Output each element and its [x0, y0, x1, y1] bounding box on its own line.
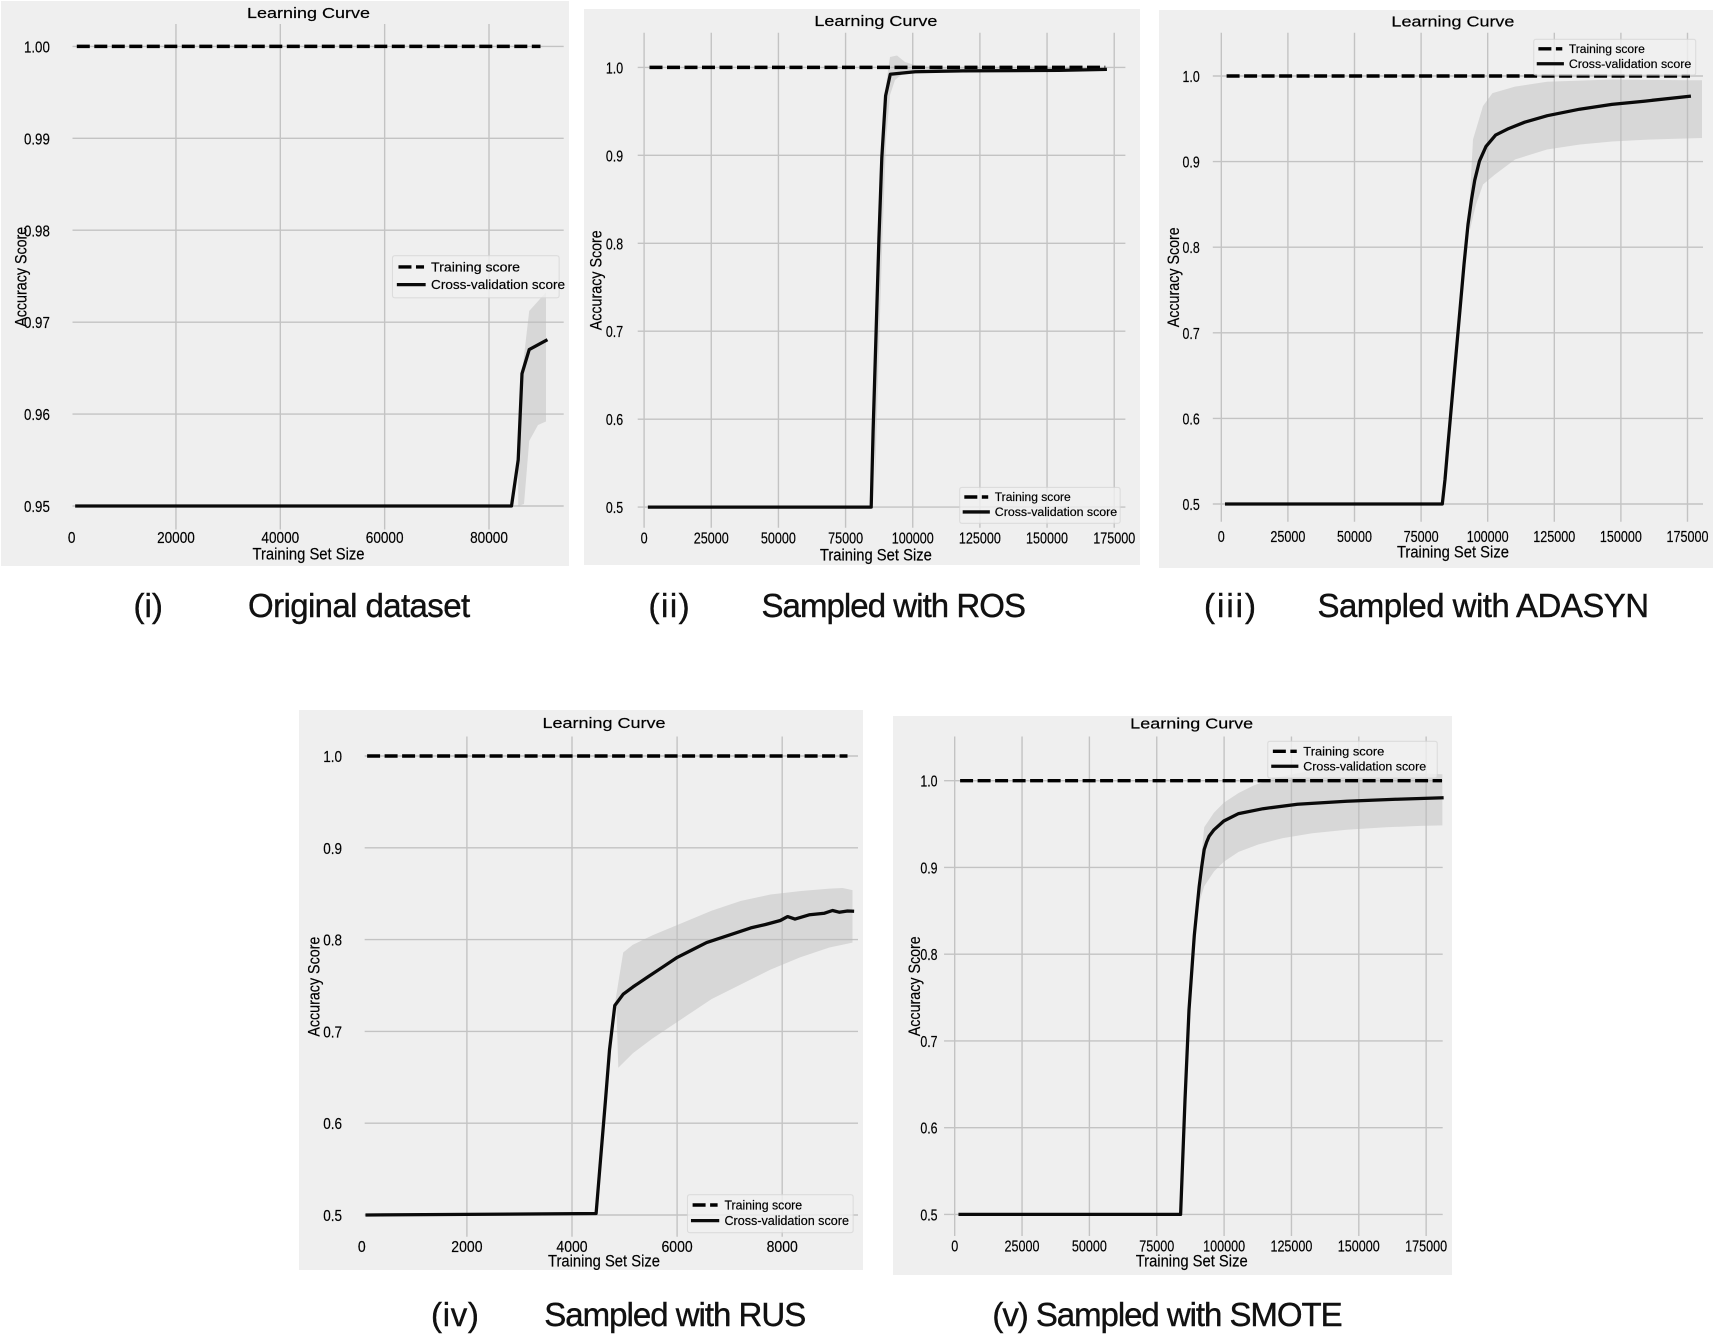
svg-text:Learning Curve: Learning Curve [543, 715, 666, 732]
svg-text:25000: 25000 [694, 531, 729, 548]
svg-text:0.5: 0.5 [920, 1207, 937, 1224]
svg-text:0.5: 0.5 [606, 500, 623, 517]
svg-text:0.7: 0.7 [606, 324, 623, 341]
svg-text:Learning Curve: Learning Curve [814, 13, 937, 30]
svg-text:Training score: Training score [724, 1198, 802, 1212]
svg-text:Training score: Training score [1303, 744, 1384, 758]
svg-text:Accuracy Score: Accuracy Score [306, 937, 324, 1037]
svg-text:Cross-validation score: Cross-validation score [724, 1214, 849, 1228]
svg-text:Learning Curve: Learning Curve [1130, 716, 1253, 733]
svg-text:100000: 100000 [1203, 1239, 1245, 1256]
svg-text:Accuracy Score: Accuracy Score [587, 230, 605, 330]
svg-text:Cross-validation score: Cross-validation score [995, 505, 1118, 519]
svg-text:1.0: 1.0 [920, 774, 937, 791]
svg-text:0.9: 0.9 [323, 841, 342, 858]
svg-text:40000: 40000 [261, 530, 299, 547]
svg-text:0: 0 [1218, 529, 1225, 546]
svg-text:Accuracy Score: Accuracy Score [906, 936, 924, 1036]
svg-text:Training score: Training score [1569, 42, 1645, 56]
svg-text:0: 0 [68, 530, 76, 547]
svg-text:Training Set Size: Training Set Size [548, 1253, 660, 1270]
svg-text:1.0: 1.0 [606, 60, 623, 77]
svg-text:0.9: 0.9 [1183, 155, 1200, 172]
svg-text:0.95: 0.95 [24, 499, 50, 516]
svg-text:125000: 125000 [1270, 1239, 1312, 1256]
svg-text:0.6: 0.6 [323, 1116, 342, 1133]
svg-text:175000: 175000 [1405, 1239, 1447, 1256]
svg-text:1.0: 1.0 [323, 749, 342, 766]
svg-text:0: 0 [641, 531, 648, 548]
svg-text:Accuracy Score: Accuracy Score [1165, 227, 1183, 327]
svg-text:50000: 50000 [761, 531, 796, 548]
svg-text:75000: 75000 [1139, 1239, 1174, 1256]
svg-text:Learning Curve: Learning Curve [247, 5, 370, 22]
svg-text:75000: 75000 [1404, 529, 1439, 546]
svg-text:0.6: 0.6 [606, 412, 623, 429]
svg-text:125000: 125000 [959, 531, 1001, 548]
svg-text:0.8: 0.8 [1183, 240, 1200, 257]
svg-text:0.6: 0.6 [920, 1121, 937, 1138]
svg-text:100000: 100000 [1467, 529, 1509, 546]
svg-text:0.9: 0.9 [920, 860, 937, 877]
svg-text:0.5: 0.5 [323, 1208, 342, 1225]
svg-text:Training Set Size: Training Set Size [252, 545, 364, 563]
svg-text:100000: 100000 [892, 531, 934, 548]
svg-text:0.9: 0.9 [606, 148, 623, 165]
svg-text:50000: 50000 [1337, 529, 1372, 546]
svg-text:Accuracy Score: Accuracy Score [12, 227, 30, 327]
svg-text:4000: 4000 [556, 1239, 587, 1256]
svg-text:1.00: 1.00 [24, 39, 50, 56]
svg-text:20000: 20000 [157, 530, 195, 547]
svg-text:0.8: 0.8 [606, 236, 623, 253]
svg-text:0.7: 0.7 [1183, 326, 1200, 343]
svg-text:60000: 60000 [366, 530, 404, 547]
svg-text:8000: 8000 [767, 1239, 798, 1256]
svg-text:175000: 175000 [1667, 529, 1709, 546]
svg-text:80000: 80000 [470, 530, 508, 547]
svg-text:125000: 125000 [1533, 529, 1575, 546]
svg-text:Cross-validation score: Cross-validation score [1569, 57, 1692, 71]
svg-text:Cross-validation score: Cross-validation score [431, 277, 565, 292]
svg-text:Training Set Size: Training Set Size [1397, 543, 1509, 561]
svg-text:Training score: Training score [995, 490, 1071, 504]
svg-text:75000: 75000 [828, 531, 863, 548]
svg-text:0.8: 0.8 [920, 947, 937, 964]
svg-text:50000: 50000 [1072, 1239, 1107, 1256]
svg-text:Training score: Training score [431, 259, 520, 274]
svg-text:25000: 25000 [1005, 1239, 1040, 1256]
svg-text:0.8: 0.8 [323, 933, 342, 950]
svg-text:0: 0 [358, 1239, 366, 1256]
svg-text:1.0: 1.0 [1183, 69, 1200, 86]
svg-text:0.96: 0.96 [24, 407, 50, 424]
svg-text:0.6: 0.6 [1183, 411, 1200, 428]
svg-text:150000: 150000 [1600, 529, 1642, 546]
svg-text:Training Set Size: Training Set Size [820, 546, 932, 564]
svg-text:0.7: 0.7 [323, 1024, 342, 1041]
svg-text:0.7: 0.7 [920, 1034, 937, 1051]
svg-text:0: 0 [951, 1239, 958, 1256]
svg-text:6000: 6000 [662, 1239, 693, 1256]
svg-text:0.99: 0.99 [24, 131, 50, 148]
svg-text:Training Set Size: Training Set Size [1136, 1253, 1248, 1271]
svg-text:25000: 25000 [1270, 529, 1305, 546]
svg-text:175000: 175000 [1093, 531, 1135, 548]
svg-text:Learning Curve: Learning Curve [1391, 13, 1514, 30]
svg-text:0.5: 0.5 [1183, 497, 1200, 514]
svg-text:150000: 150000 [1026, 531, 1068, 548]
svg-text:0.98: 0.98 [24, 223, 50, 240]
svg-text:2000: 2000 [451, 1239, 482, 1256]
svg-text:0.97: 0.97 [24, 315, 50, 332]
svg-text:Cross-validation score: Cross-validation score [1303, 759, 1426, 773]
svg-text:150000: 150000 [1338, 1239, 1380, 1256]
